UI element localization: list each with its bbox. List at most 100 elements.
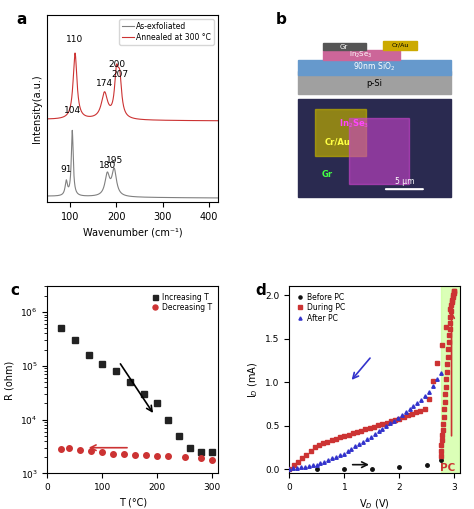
During PC [447, 320, 453, 326]
Text: p-Si: p-Si [366, 79, 383, 88]
After PC [360, 438, 366, 444]
Annealed at 300 °C [110, 98, 116, 104]
Increasing T [210, 449, 215, 455]
Decreasing T [144, 452, 149, 458]
Annealed at 300 °C [74, 78, 80, 84]
During PC [438, 453, 443, 459]
Text: b: b [276, 12, 287, 26]
Increasing T [58, 325, 64, 331]
Text: 90nm SiO$_2$: 90nm SiO$_2$ [354, 61, 396, 73]
Bar [298, 60, 451, 75]
Increasing T [176, 433, 182, 439]
During PC [440, 427, 446, 433]
After PC [291, 465, 296, 471]
During PC [440, 421, 446, 427]
Line: Decreasing T: Decreasing T [58, 445, 215, 462]
As-exfoliated [45, 193, 50, 199]
Increasing T [188, 445, 193, 451]
During PC [439, 437, 445, 443]
Increasing T [86, 352, 91, 358]
Decreasing T [66, 445, 72, 451]
After PC [314, 462, 319, 468]
During PC [441, 413, 447, 419]
During PC [447, 326, 452, 332]
After PC [383, 423, 389, 429]
During PC [449, 299, 455, 305]
Line: After PC: After PC [288, 372, 442, 471]
As-exfoliated [64, 178, 70, 184]
Text: 110: 110 [66, 35, 83, 44]
After PC [348, 446, 354, 452]
Increasing T [72, 337, 78, 343]
Decreasing T [199, 456, 204, 462]
After PC [387, 420, 393, 426]
During PC [449, 297, 455, 303]
After PC [321, 459, 327, 465]
Text: In$_2$Se$_3$: In$_2$Se$_3$ [349, 50, 373, 60]
During PC [447, 314, 453, 320]
Legend: As-exfoliated, Annealed at 300 °C: As-exfoliated, Annealed at 300 °C [119, 19, 214, 45]
Bar [298, 99, 451, 196]
Legend: Increasing T, Decreasing T: Increasing T, Decreasing T [148, 290, 214, 315]
During PC [446, 338, 451, 345]
Bar [440, 287, 460, 473]
After PC [325, 457, 331, 463]
Text: d: d [255, 282, 266, 298]
Bar [323, 43, 366, 50]
Decreasing T [133, 452, 138, 458]
Increasing T [155, 401, 160, 407]
After PC [329, 456, 335, 462]
X-axis label: Wavenumber (cm⁻¹): Wavenumber (cm⁻¹) [83, 228, 182, 238]
Text: 207: 207 [111, 70, 128, 79]
Text: a: a [17, 12, 27, 26]
After PC [286, 466, 292, 472]
Text: 5 μm: 5 μm [395, 177, 414, 186]
Legend: Before PC, During PC, After PC: Before PC, During PC, After PC [293, 290, 347, 325]
After PC [353, 443, 358, 449]
After PC [407, 406, 412, 412]
During PC [451, 290, 456, 296]
X-axis label: V$_D$ (V): V$_D$ (V) [359, 498, 390, 509]
After PC [403, 409, 409, 415]
After PC [438, 371, 443, 377]
During PC [438, 448, 444, 454]
As-exfoliated [110, 169, 116, 175]
During PC [443, 376, 449, 382]
After PC [302, 464, 308, 470]
Text: 180: 180 [99, 161, 116, 170]
During PC [445, 354, 450, 360]
After PC [306, 463, 311, 469]
Annealed at 300 °C [72, 50, 78, 56]
During PC [443, 383, 448, 389]
After PC [426, 389, 432, 395]
X-axis label: T (°C): T (°C) [118, 498, 146, 507]
After PC [333, 454, 339, 460]
Annealed at 300 °C [193, 118, 199, 124]
As-exfoliated [215, 195, 221, 201]
After PC [364, 436, 370, 442]
During PC [448, 302, 454, 308]
During PC [450, 294, 456, 300]
Increasing T [165, 416, 171, 422]
After PC [410, 403, 416, 409]
Text: PC: PC [440, 463, 456, 472]
After PC [372, 431, 377, 437]
Text: 91: 91 [61, 164, 72, 174]
Before PC [369, 466, 374, 472]
After PC [368, 434, 374, 440]
After PC [391, 417, 397, 423]
As-exfoliated [212, 195, 218, 201]
After PC [341, 450, 346, 457]
As-exfoliated [74, 189, 80, 195]
Annealed at 300 °C [215, 118, 221, 124]
Increasing T [141, 391, 146, 397]
Text: Gr: Gr [340, 44, 348, 50]
Decreasing T [58, 446, 64, 453]
Before PC [314, 466, 319, 472]
Decreasing T [182, 454, 188, 460]
After PC [395, 415, 401, 421]
After PC [298, 464, 304, 470]
During PC [444, 361, 450, 367]
After PC [419, 397, 424, 403]
Line: Before PC: Before PC [288, 459, 442, 471]
